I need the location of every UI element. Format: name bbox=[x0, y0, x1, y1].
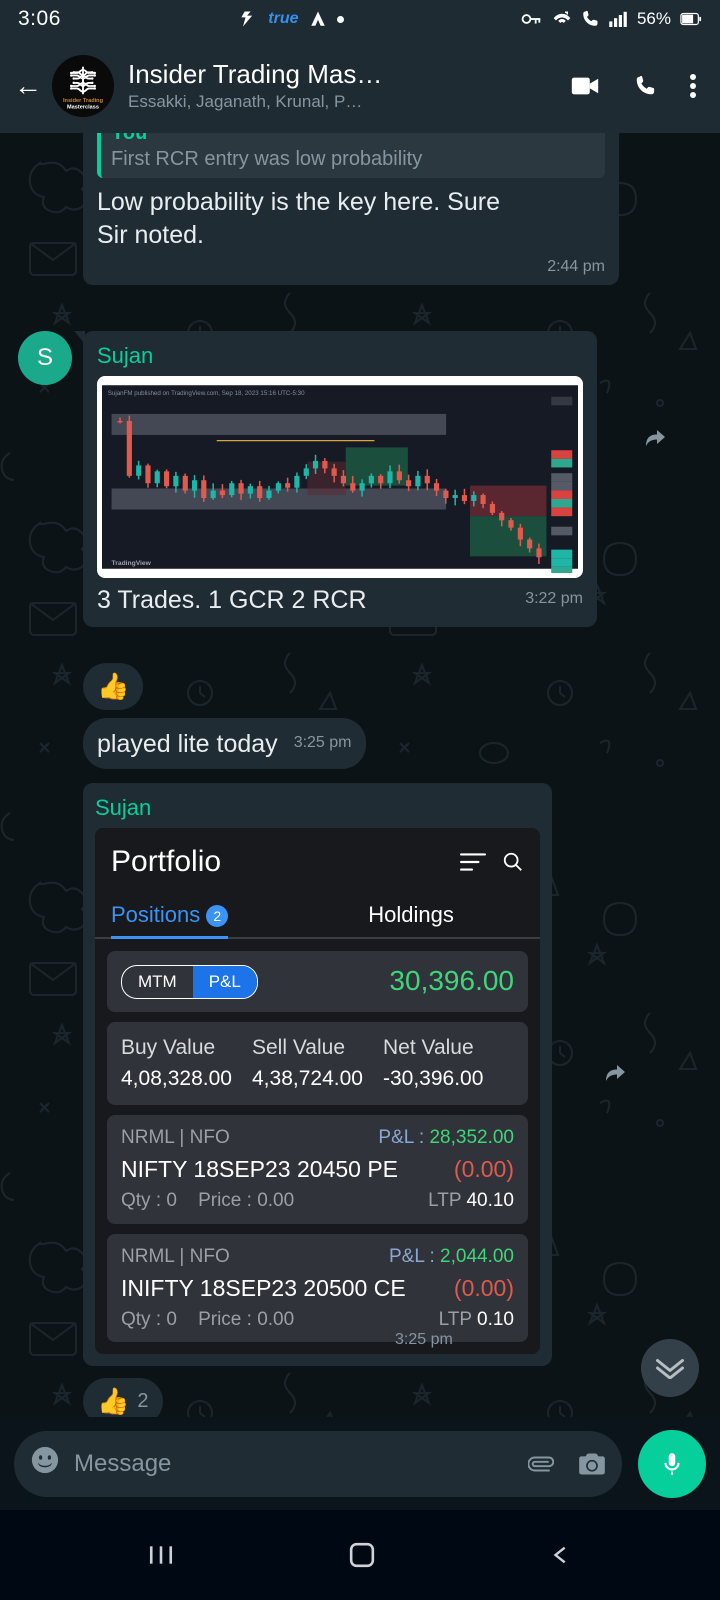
svg-text:Masterclass: Masterclass bbox=[67, 104, 99, 110]
svg-text:TradingView: TradingView bbox=[112, 560, 152, 567]
svg-text:Insider Trading: Insider Trading bbox=[63, 98, 104, 104]
svg-text:1: 1 bbox=[591, 12, 595, 19]
svg-text:SujanFM published on TradingVi: SujanFM published on TradingView.com, Se… bbox=[108, 390, 305, 397]
